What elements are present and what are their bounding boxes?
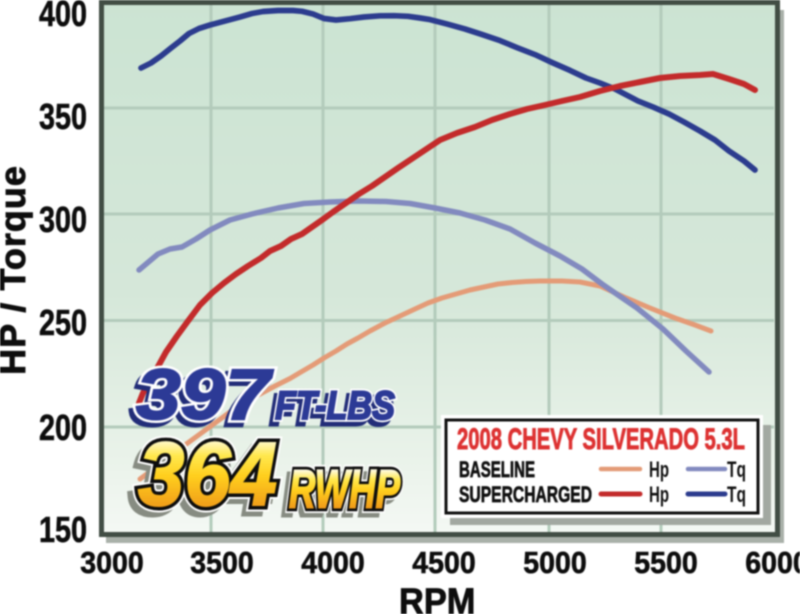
svg-text:Hp: Hp bbox=[649, 457, 669, 482]
svg-text:397: 397 bbox=[132, 361, 270, 440]
svg-text:364: 364 bbox=[138, 425, 277, 525]
svg-text:364: 364 bbox=[132, 431, 271, 531]
svg-text:BASELINE: BASELINE bbox=[459, 457, 535, 482]
svg-text:RWHP: RWHP bbox=[289, 460, 401, 520]
svg-text:2008 CHEVY SILVERADO 5.3L: 2008 CHEVY SILVERADO 5.3L bbox=[457, 423, 745, 456]
svg-text:RWHP: RWHP bbox=[289, 460, 401, 520]
svg-text:RWHP: RWHP bbox=[289, 460, 401, 520]
svg-text:397: 397 bbox=[136, 356, 274, 435]
svg-text:397: 397 bbox=[136, 356, 274, 435]
svg-text:Hp: Hp bbox=[649, 482, 669, 507]
svg-text:364: 364 bbox=[138, 425, 277, 525]
svg-text:Tq: Tq bbox=[727, 482, 746, 507]
svg-text:SUPERCHARGED: SUPERCHARGED bbox=[459, 482, 592, 507]
svg-text:FT-LBS: FT-LBS bbox=[271, 389, 391, 433]
svg-text:364: 364 bbox=[138, 425, 277, 525]
svg-text:FT-LBS: FT-LBS bbox=[275, 384, 395, 428]
svg-text:Tq: Tq bbox=[727, 457, 746, 482]
svg-text:FT-LBS: FT-LBS bbox=[275, 384, 395, 428]
svg-text:RWHP: RWHP bbox=[284, 465, 396, 525]
